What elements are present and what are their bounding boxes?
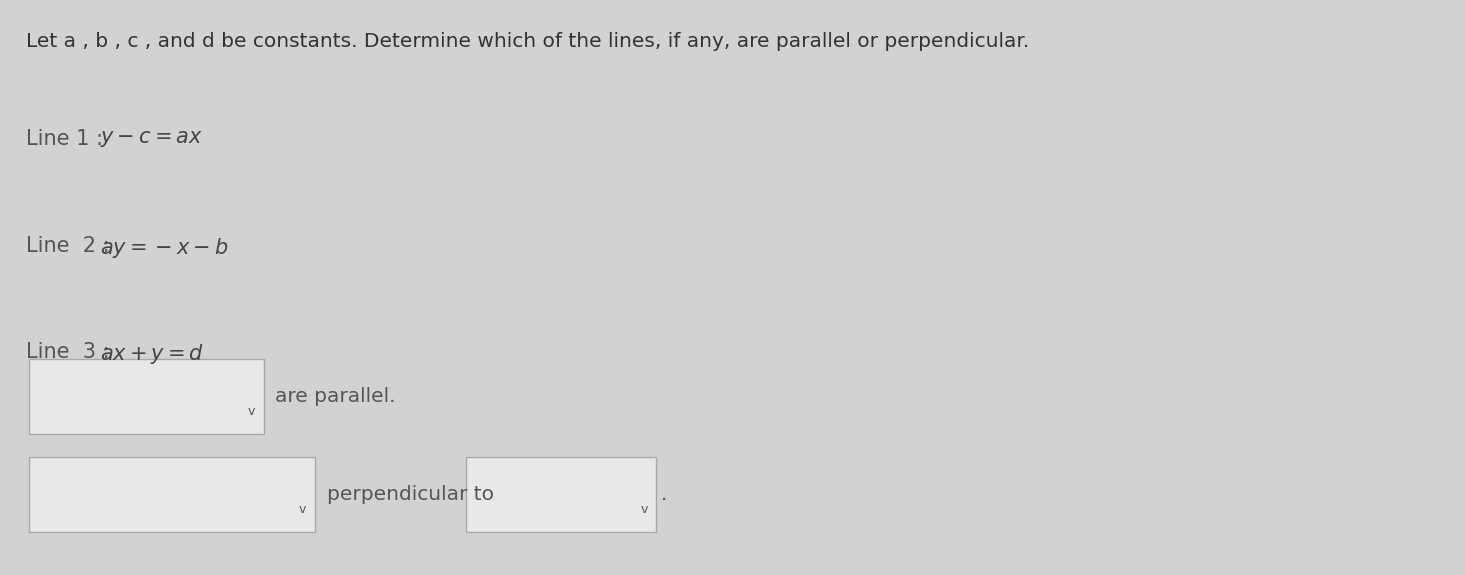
Text: Let a , b , c , and d be constants. Determine which of the lines, if any, are pa: Let a , b , c , and d be constants. Dete…	[26, 32, 1030, 51]
Text: .: .	[661, 485, 667, 504]
Text: v: v	[248, 405, 255, 418]
Text: v: v	[640, 503, 648, 516]
Text: Line  3 :: Line 3 :	[26, 342, 117, 362]
Text: $ay=-x-b$: $ay=-x-b$	[100, 236, 229, 260]
Bar	[466, 457, 656, 532]
Bar	[29, 359, 264, 434]
Text: Line 1 :: Line 1 :	[26, 129, 110, 150]
Text: Line  2 :: Line 2 :	[26, 236, 117, 256]
Text: $ax+y=d$: $ax+y=d$	[100, 342, 204, 366]
Text: v: v	[299, 503, 306, 516]
Text: $y-c=ax$: $y-c=ax$	[100, 129, 202, 150]
Text: perpendicular to: perpendicular to	[327, 485, 494, 504]
Text: are parallel.: are parallel.	[275, 387, 396, 407]
Bar	[29, 457, 315, 532]
